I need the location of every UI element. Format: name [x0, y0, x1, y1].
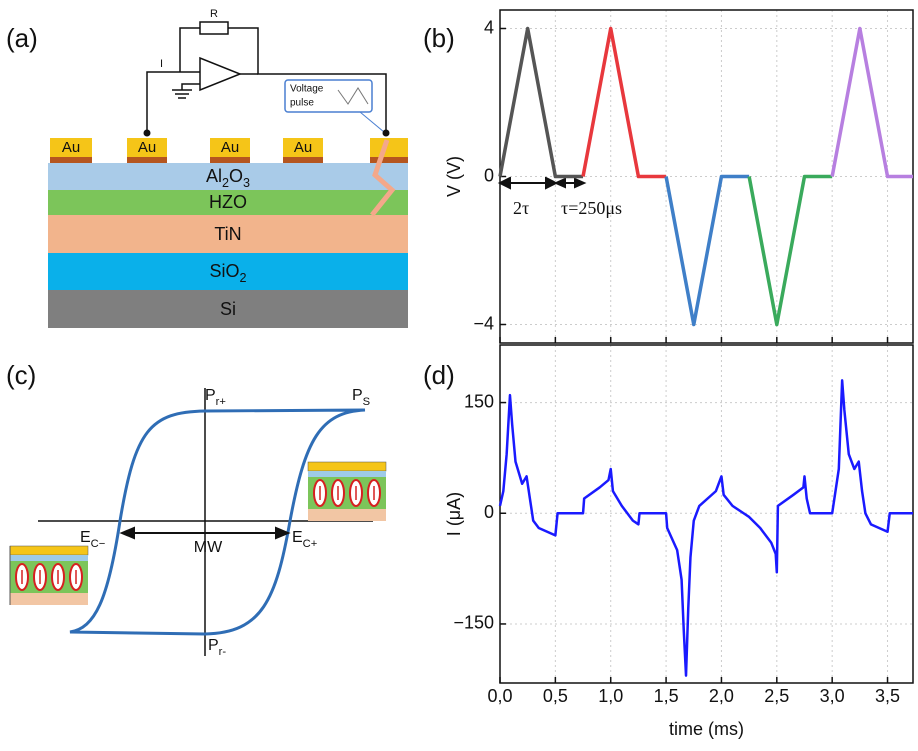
hysteresis-label-part: C− [91, 538, 106, 550]
layer-label-part: O [229, 166, 243, 186]
layer-label: TiN [214, 224, 241, 244]
y-axis-label: V (V) [444, 156, 464, 197]
data-line [498, 26, 584, 179]
hysteresis-label-part: r+ [216, 396, 226, 408]
layer-label-part: HZO [209, 192, 247, 212]
device-stack [48, 138, 408, 328]
data-line [747, 174, 833, 327]
y-tick-label: 150 [464, 391, 494, 411]
x-tick-label: 2,5 [764, 686, 789, 706]
panel-label: (d) [423, 360, 455, 390]
hysteresis-label: Pr- [208, 637, 226, 658]
resistor-label: R [210, 8, 218, 20]
x-tick-label: 1,0 [598, 686, 623, 706]
layer-label: Al2O3 [206, 166, 250, 191]
hysteresis-label: PS [352, 387, 370, 408]
x-axis-label: time (ms) [669, 719, 744, 739]
data-line [664, 174, 750, 327]
y-tick-label: 0 [484, 502, 494, 522]
circuit [146, 21, 387, 133]
pulse-label: Voltage [290, 84, 324, 95]
hysteresis-label-part: E [292, 529, 303, 546]
period-arrows [497, 176, 587, 190]
hysteresis-label-part: E [80, 529, 91, 546]
hysteresis-label-part: r- [219, 646, 227, 658]
layer-label-part: 2 [222, 176, 229, 190]
hysteresis-label-part: MW [194, 539, 223, 556]
data-line [581, 26, 667, 179]
layer-label: Si [220, 299, 236, 319]
x-tick-label: 3,5 [875, 686, 900, 706]
annotation: τ=250μs [561, 198, 622, 218]
pad-label: Au [221, 139, 239, 156]
layer-label-part: Si [220, 299, 236, 319]
panel-label: (c) [6, 360, 36, 390]
data-line [830, 26, 913, 179]
hysteresis [9, 388, 387, 656]
y-tick-label: −150 [453, 613, 494, 633]
current-label: I [160, 58, 163, 70]
hysteresis-label-part: P [208, 637, 219, 654]
data-line [498, 379, 913, 677]
hysteresis-label: EC− [80, 529, 105, 550]
layer-label: HZO [209, 192, 247, 212]
pad-label: Au [138, 139, 156, 156]
annotation: 2τ [513, 198, 529, 218]
node [382, 129, 390, 137]
hysteresis-label-part: P [352, 387, 363, 404]
x-tick-label: 2,0 [709, 686, 734, 706]
hysteresis-label-part: C+ [303, 538, 318, 550]
pad-label: Au [62, 139, 80, 156]
layer-label-part: SiO [209, 261, 239, 281]
pulse-label: pulse [290, 98, 314, 109]
layer-label-part: TiN [214, 224, 241, 244]
x-tick-label: 0,0 [487, 686, 512, 706]
hysteresis-label: Pr+ [205, 387, 226, 408]
panel-label: (b) [423, 23, 455, 53]
panel-label: (a) [6, 23, 38, 53]
y-tick-label: −4 [473, 313, 494, 333]
x-tick-label: 0,5 [543, 686, 568, 706]
hysteresis-label: EC+ [292, 529, 317, 550]
y-tick-label: 4 [484, 17, 494, 37]
layer-label-part: 3 [243, 176, 250, 190]
node [143, 129, 151, 137]
layer-label-part: Al [206, 166, 222, 186]
hysteresis-label-part: S [363, 396, 370, 408]
y-tick-label: 0 [484, 165, 494, 185]
y-axis-label: I (μA) [444, 492, 464, 536]
layer-label-part: 2 [240, 271, 247, 285]
hysteresis-label-part: P [205, 387, 216, 404]
x-tick-label: 3,0 [820, 686, 845, 706]
layer-label: SiO2 [209, 261, 246, 286]
pad-label: Au [294, 139, 312, 156]
hysteresis-label: MW [194, 539, 223, 556]
x-tick-label: 1,5 [654, 686, 679, 706]
